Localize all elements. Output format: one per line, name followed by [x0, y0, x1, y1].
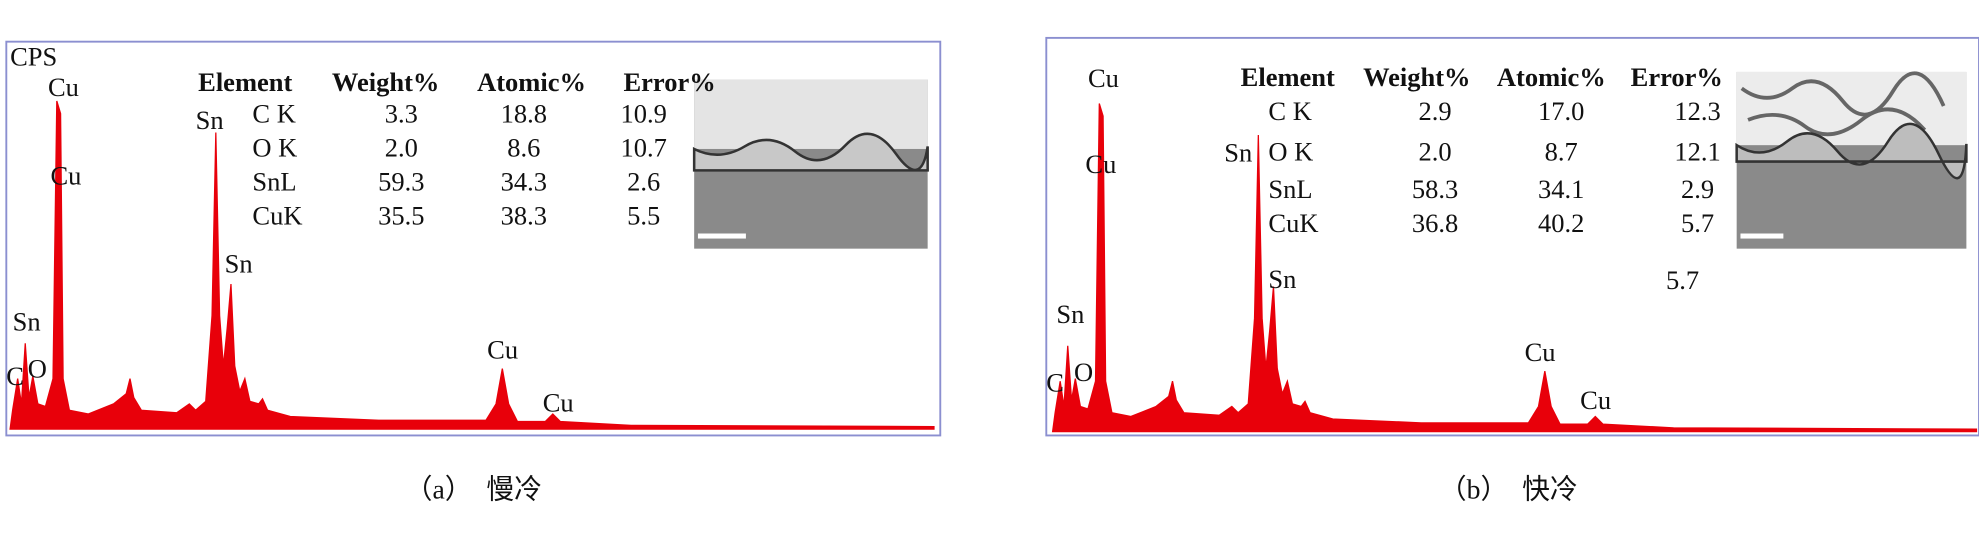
table-cell: 8.6: [507, 133, 540, 163]
peak-label: Cu: [543, 387, 574, 417]
table-cell: 8.7: [1545, 136, 1578, 166]
peak-label: C: [6, 361, 24, 391]
sem-inset: [1735, 71, 1968, 249]
table-cell: CuK: [1268, 208, 1318, 238]
table-cell: 36.8: [1412, 208, 1458, 238]
peak-label: O: [28, 353, 47, 383]
table-cell: 2.0: [1418, 136, 1451, 166]
table-cell: CuK: [252, 201, 302, 231]
peak-label: Cu: [487, 334, 518, 364]
table-cell: 2.9: [1418, 96, 1451, 126]
table-cell: 59.3: [378, 167, 424, 197]
table-header: Error%: [1631, 62, 1723, 92]
table-cell: 17.0: [1538, 96, 1584, 126]
note: 5.7: [1666, 265, 1699, 295]
panel-b: [1045, 36, 1979, 437]
caption: （b） 快冷: [1439, 475, 1578, 506]
peak-label: Cu: [1088, 63, 1119, 93]
table-cell: C K: [252, 98, 295, 128]
table-cell: C K: [1268, 96, 1311, 126]
peak-label: C: [1046, 367, 1064, 397]
table-header: Weight%: [1363, 62, 1470, 92]
table-cell: 38.3: [501, 201, 547, 231]
table-cell: 40.2: [1538, 208, 1584, 238]
table-cell: SnL: [252, 167, 296, 197]
table-cell: 3.3: [385, 98, 418, 128]
table-cell: 2.6: [627, 167, 660, 197]
peak-label: Cu: [1580, 385, 1611, 415]
panel-a: [5, 40, 942, 437]
table-cell: 5.5: [627, 201, 660, 231]
axis-label: CPS: [10, 42, 57, 72]
peak-label: O: [1074, 357, 1093, 387]
table-cell: 12.3: [1674, 96, 1720, 126]
peak-label: Cu: [48, 72, 79, 102]
table-cell: O K: [252, 133, 297, 163]
table-cell: 2.9: [1681, 174, 1714, 204]
peak-label: Sn: [1056, 299, 1084, 329]
table-cell: 2.0: [385, 133, 418, 163]
table-cell: 18.8: [501, 98, 547, 128]
table-cell: 5.7: [1681, 208, 1714, 238]
table-header: Weight%: [332, 67, 439, 97]
table-cell: 34.1: [1538, 174, 1584, 204]
caption: （a） 慢冷: [405, 475, 542, 506]
peak-label: Sn: [1268, 264, 1296, 294]
table-cell: 12.1: [1674, 136, 1720, 166]
table-header: Atomic%: [1497, 62, 1606, 92]
table-cell: 10.7: [620, 133, 666, 163]
table-header: Element: [1241, 62, 1335, 92]
spectrum: [9, 100, 935, 430]
peak-label: Cu: [1525, 337, 1556, 367]
table-cell: 58.3: [1412, 174, 1458, 204]
table-cell: SnL: [1268, 174, 1312, 204]
table-cell: 10.9: [620, 98, 666, 128]
peak-label: Sn: [225, 249, 253, 279]
table-cell: 34.3: [501, 167, 547, 197]
peak-label: Sn: [196, 105, 224, 135]
peak-label: Sn: [1224, 138, 1252, 168]
table-cell: O K: [1268, 136, 1313, 166]
table-header: Atomic%: [477, 67, 586, 97]
table-header: Error%: [623, 67, 715, 97]
sem-inset: [692, 79, 929, 249]
peak-label: Sn: [13, 307, 41, 337]
peak-label: Cu: [1085, 149, 1116, 179]
table-cell: 35.5: [378, 201, 424, 231]
peak-label: Cu: [50, 160, 81, 190]
table-header: Element: [198, 67, 292, 97]
